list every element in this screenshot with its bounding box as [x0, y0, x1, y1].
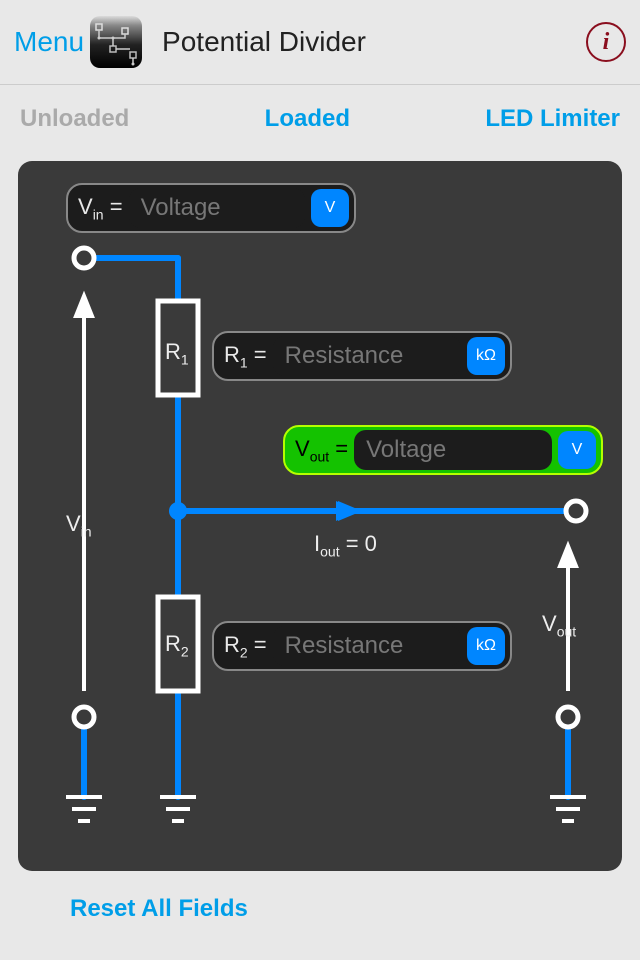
vout-input[interactable]: Voltage: [354, 430, 552, 470]
circuit-svg: [18, 161, 622, 871]
vin-label: Vin =: [78, 194, 123, 222]
vin-input[interactable]: Voltage: [129, 188, 305, 228]
r2-unit-badge[interactable]: kΩ: [467, 627, 505, 665]
tab-led-limiter[interactable]: LED Limiter: [485, 105, 620, 133]
vin-arrow-label: Vin: [66, 511, 92, 539]
tab-bar: Unloaded Loaded LED Limiter: [0, 85, 640, 153]
r1-field[interactable]: R1 = Resistance kΩ: [212, 331, 512, 381]
page-title: Potential Divider: [162, 26, 586, 58]
vout-field[interactable]: Vout = Voltage V: [283, 425, 603, 475]
reset-button[interactable]: Reset All Fields: [0, 871, 640, 923]
r2-label: R2 =: [224, 632, 267, 660]
app-icon: [90, 16, 142, 68]
r1-input[interactable]: Resistance: [273, 336, 461, 376]
vin-field[interactable]: Vin = Voltage V: [66, 183, 356, 233]
vout-label: Vout =: [295, 436, 348, 464]
r1-label: R1 =: [224, 342, 267, 370]
r2-input[interactable]: Resistance: [273, 626, 461, 666]
circuit-canvas: Vin = Voltage V R1 = Resistance kΩ Vout …: [18, 161, 622, 871]
header-bar: Menu Potential Divider i: [0, 0, 640, 85]
tab-loaded[interactable]: Loaded: [265, 105, 350, 133]
vout-unit-badge[interactable]: V: [558, 431, 596, 469]
r2-field[interactable]: R2 = Resistance kΩ: [212, 621, 512, 671]
r1-box-label: R1: [165, 339, 189, 367]
vin-unit-badge[interactable]: V: [311, 189, 349, 227]
info-button[interactable]: i: [586, 22, 626, 62]
r2-box-label: R2: [165, 631, 189, 659]
iout-label: Iout = 0: [314, 531, 377, 559]
menu-button[interactable]: Menu: [14, 26, 90, 58]
vout-arrow-label: Vout: [542, 611, 576, 639]
r1-unit-badge[interactable]: kΩ: [467, 337, 505, 375]
tab-unloaded[interactable]: Unloaded: [20, 105, 129, 133]
